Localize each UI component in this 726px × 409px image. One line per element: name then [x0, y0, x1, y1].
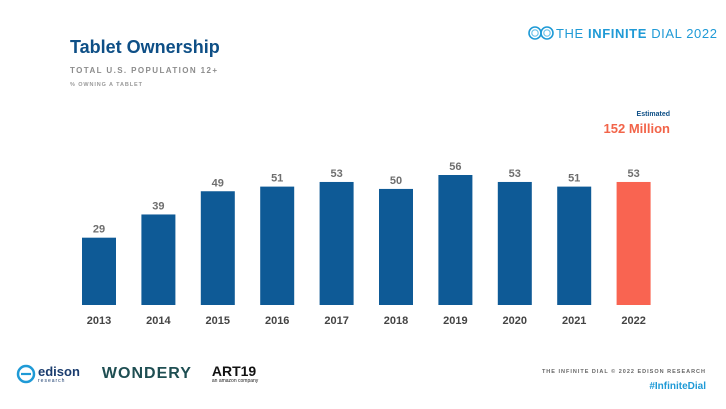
chart-note: % OWNING A TABLET — [70, 82, 143, 88]
infinite-dial-brand: THE INFINITE DIAL 2022 — [526, 24, 718, 42]
value-label-2022: 53 — [627, 168, 639, 180]
art19-logo-text: ART19 — [211, 363, 257, 379]
value-label-2018: 50 — [390, 175, 402, 187]
hashtag-link[interactable]: #InfiniteDial — [649, 381, 706, 392]
value-label-2013: 29 — [93, 224, 105, 236]
bar-2021 — [557, 186, 592, 305]
bar-2013 — [82, 237, 116, 305]
x-tick-2022: 2022 — [621, 315, 645, 327]
bar-2019 — [438, 175, 473, 305]
x-tick-2017: 2017 — [324, 315, 348, 327]
edison-logo-subtext: research — [38, 377, 66, 384]
chart-subtitle: TOTAL U.S. POPULATION 12+ — [70, 66, 219, 75]
estimated-label: Estimated — [636, 111, 670, 118]
brand-prefix: THE — [556, 25, 589, 41]
edison-logo: edison research — [16, 364, 80, 384]
value-label-2014: 39 — [152, 200, 164, 212]
chart-title: Tablet Ownership — [70, 37, 220, 57]
art19-logo: ART19 an amazon company — [212, 364, 258, 384]
x-tick-2014: 2014 — [146, 315, 171, 327]
value-label-2016: 51 — [271, 173, 283, 185]
bar-2018 — [379, 188, 413, 305]
brand-bold: INFINITE — [588, 25, 647, 41]
estimated-value: 152 Million — [603, 121, 670, 136]
edison-logo-text: edison — [38, 363, 80, 379]
value-label-2017: 53 — [330, 168, 342, 180]
wondery-logo: WONDERY — [101, 365, 192, 382]
bar-2015 — [200, 191, 235, 305]
x-tick-2019: 2019 — [443, 315, 467, 327]
brand-text: THE INFINITE DIAL 2022 — [556, 26, 718, 41]
partner-logos: edison research WONDERY ART19 an amazon … — [16, 364, 258, 384]
x-tick-2018: 2018 — [384, 315, 408, 327]
bar-2014 — [141, 214, 176, 305]
x-tick-2016: 2016 — [265, 315, 289, 327]
brand-suffix: DIAL 2022 — [646, 25, 718, 41]
copyright-text: THE INFINITE DIAL © 2022 EDISON RESEARCH — [541, 369, 706, 375]
bar-2016 — [260, 186, 295, 305]
x-tick-2021: 2021 — [562, 315, 586, 327]
bar-2020 — [497, 181, 532, 305]
art19-logo-subtext: an amazon company — [211, 378, 259, 384]
value-label-2015: 49 — [212, 177, 224, 189]
infinite-dial-logo-icon — [528, 26, 554, 40]
value-label-2021: 51 — [568, 173, 580, 185]
value-label-2020: 53 — [509, 168, 521, 180]
bar-2022 — [616, 181, 651, 305]
x-tick-2015: 2015 — [206, 315, 230, 327]
value-label-2019: 56 — [449, 161, 461, 173]
x-tick-2020: 2020 — [503, 315, 527, 327]
x-tick-2013: 2013 — [87, 315, 111, 327]
edison-e-icon — [16, 364, 36, 384]
bar-2017 — [319, 181, 354, 305]
